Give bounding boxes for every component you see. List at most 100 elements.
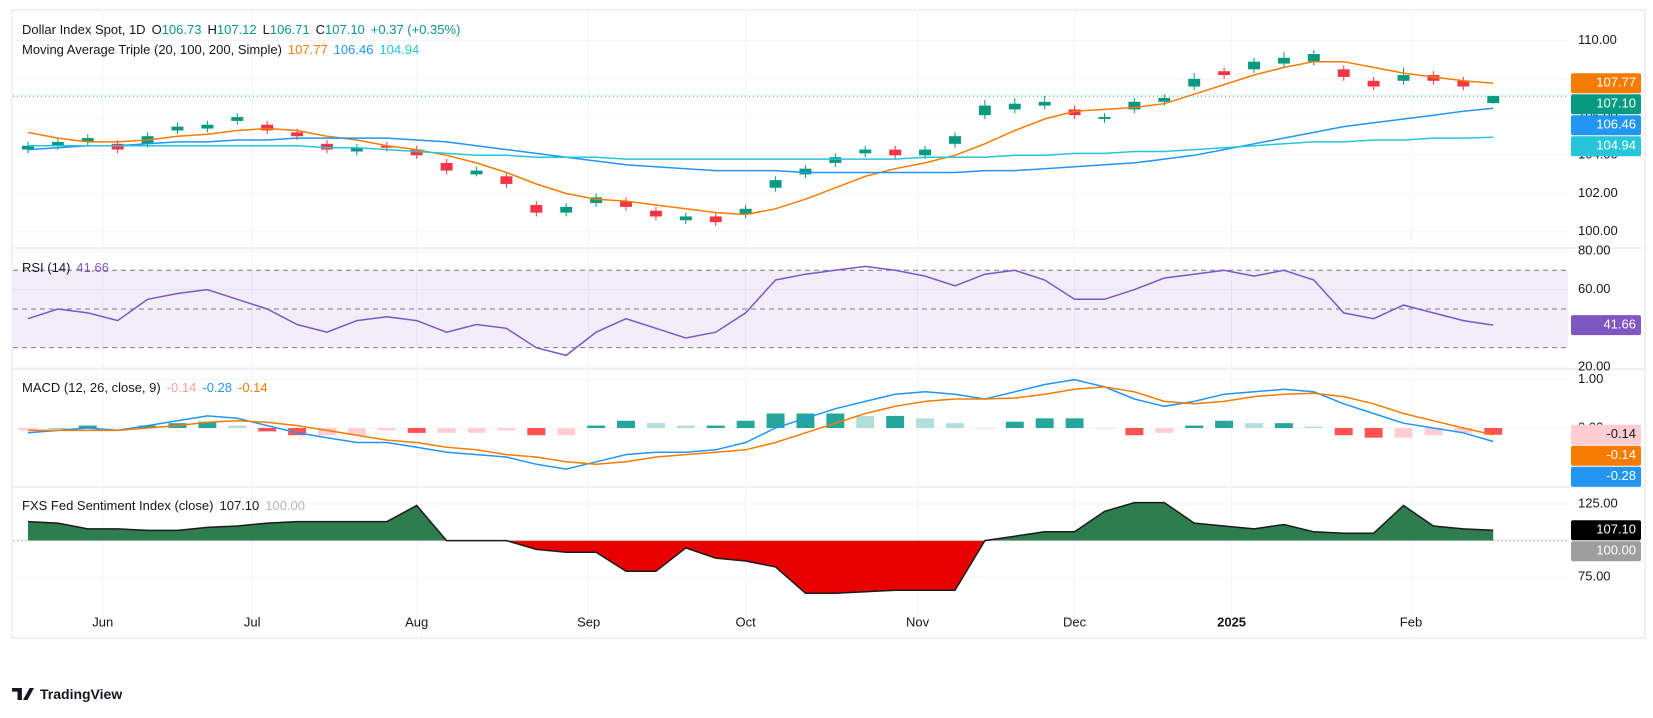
candle-body	[1487, 96, 1500, 104]
line-series	[27, 265, 1494, 357]
legend: MACD (12, 26, close, 9) -0.14 -0.28 -0.14	[22, 379, 274, 397]
candle-body	[291, 132, 304, 137]
legend-text: 41.66	[76, 260, 109, 275]
y-tick-label: 125.00	[1578, 496, 1618, 511]
histogram-bar	[1155, 428, 1174, 433]
price-tag: -0.28	[1606, 468, 1636, 483]
price-tag: 100.00	[1596, 543, 1636, 558]
histogram-bar	[1334, 428, 1353, 436]
legend-text: O	[151, 22, 162, 37]
candle-body	[1248, 61, 1260, 70]
candle-body	[171, 126, 184, 131]
candle-body	[948, 136, 961, 144]
line-series	[28, 386, 1494, 466]
x-tick-label: Nov	[906, 614, 930, 629]
x-tick-label: 2025	[1217, 614, 1246, 629]
candle-body	[829, 157, 842, 163]
histogram-bar	[1454, 428, 1473, 433]
legend-text: 107.77	[287, 42, 328, 57]
candle-body	[1158, 97, 1171, 102]
candle-body	[81, 138, 94, 142]
candle-body	[500, 176, 513, 184]
legend-text: H	[207, 22, 217, 37]
price-tag: 107.77	[1596, 75, 1636, 90]
histogram-bar	[766, 413, 785, 428]
histogram-bar	[347, 428, 366, 436]
area-line	[27, 501, 1494, 594]
price-tag: 107.10	[1596, 522, 1636, 537]
area-below	[446, 540, 985, 594]
candle-body	[1367, 80, 1380, 87]
y-tick-label: 110.00	[1578, 32, 1617, 47]
candle-body	[560, 206, 573, 213]
histogram-bar	[587, 425, 606, 428]
histogram-bar	[736, 420, 755, 428]
price-tag-bg	[1571, 520, 1641, 541]
histogram-bar	[706, 425, 725, 428]
candle-body	[1068, 109, 1081, 116]
legend: Dollar Index Spot, 1D O106.73 H107.12 L106.…	[22, 21, 466, 39]
candle-body	[21, 145, 34, 150]
candle-body	[231, 117, 244, 121]
line-series	[27, 107, 1494, 174]
histogram-bar	[1304, 426, 1323, 428]
legend: FXS Fed Sentiment Index (close) 107.10 100…	[22, 497, 311, 515]
x-tick-label: Jun	[92, 614, 113, 629]
legend-text: Moving Average Triple (20, 100, 200, Sim…	[22, 42, 282, 57]
histogram-bar	[198, 421, 217, 428]
brand: TradingView	[12, 686, 122, 702]
legend-text: RSI (14)	[22, 260, 71, 275]
histogram-bar	[1065, 418, 1084, 428]
candle-body	[261, 124, 274, 131]
candle-body	[620, 201, 633, 207]
histogram-bar	[78, 425, 97, 428]
price-tag-bg	[1571, 136, 1641, 157]
candle-body	[321, 143, 333, 150]
histogram-bar	[1484, 428, 1503, 435]
candle-body	[1218, 71, 1231, 76]
y-tick-label: 100.00	[1578, 223, 1618, 238]
price-tag-bg	[1571, 466, 1641, 487]
candle-body	[1188, 78, 1201, 87]
y-tick-label: 75.00	[1578, 569, 1611, 584]
histogram-bar	[1185, 425, 1204, 428]
legend: Moving Average Triple (20, 100, 200, Sim…	[22, 41, 425, 59]
histogram-bar	[407, 428, 426, 433]
candle-body	[470, 170, 483, 175]
candle-body	[769, 180, 782, 188]
y-tick-label: 80.00	[1578, 242, 1611, 257]
candle-body	[380, 145, 393, 148]
legend-text: -0.14	[166, 380, 197, 395]
candle-body	[111, 143, 124, 150]
histogram-bar	[646, 423, 665, 428]
histogram-bar	[437, 428, 456, 433]
histogram-bar	[676, 425, 695, 428]
x-tick-label: Aug	[405, 614, 428, 629]
candle-body	[1008, 103, 1021, 110]
y-tick-label: 1.00	[1578, 371, 1603, 386]
candle-body	[649, 210, 662, 217]
histogram-bar	[1424, 428, 1443, 436]
histogram-bar	[946, 423, 964, 428]
legend-text: 106.46	[333, 42, 374, 57]
candle-body	[1307, 54, 1320, 62]
frame	[11, 9, 1646, 639]
y-tick-label: 20.00	[1578, 358, 1611, 373]
legend-text: 104.94	[379, 42, 420, 57]
histogram-bar	[48, 428, 67, 429]
candle-body	[1277, 57, 1290, 64]
price-tag-bg	[1571, 94, 1641, 115]
price-tag: 106.46	[1596, 117, 1636, 132]
area-above	[27, 502, 1494, 541]
price-tag: -0.14	[1606, 426, 1636, 441]
candle-body	[440, 162, 453, 171]
candle-body	[350, 147, 363, 152]
histogram-bar	[18, 428, 37, 431]
candle-body	[859, 149, 872, 154]
candle-body	[739, 208, 752, 215]
price-tag: 104.94	[1596, 138, 1636, 153]
candle-body	[1098, 117, 1111, 119]
legend-text: 107.10	[219, 498, 260, 513]
